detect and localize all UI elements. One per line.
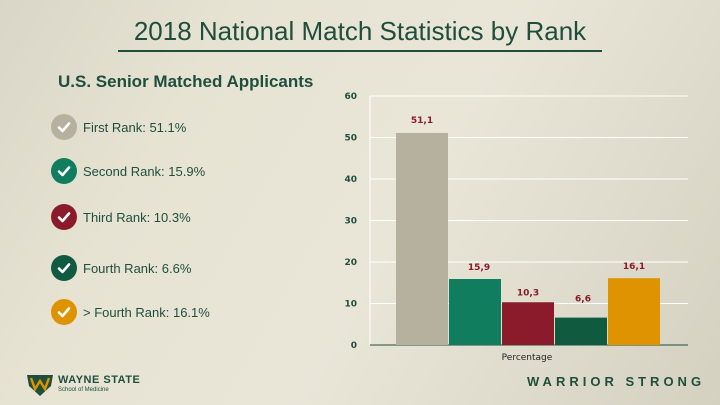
logo-name: WAYNE STATE	[58, 374, 141, 386]
x-axis-label: Percentage	[502, 353, 553, 363]
bar	[396, 132, 448, 345]
check-icon	[51, 255, 77, 281]
data-label: 6,6	[575, 295, 591, 305]
legend-label: Fourth Rank: 6.6%	[83, 260, 192, 276]
check-icon	[51, 299, 77, 325]
check-icon	[51, 204, 77, 230]
legend-item: > Fourth Rank: 16.1%	[51, 299, 210, 325]
subtitle: U.S. Senior Matched Applicants	[58, 72, 314, 91]
y-tick-label: 50	[344, 134, 357, 144]
y-tick-label: 0	[351, 341, 357, 351]
data-label: 10,3	[517, 288, 539, 298]
legend-label: Second Rank: 15.9%	[83, 163, 206, 179]
title-underline	[118, 50, 602, 52]
y-tick-label: 30	[344, 217, 357, 227]
logo-subtitle: School of Medicine	[58, 387, 109, 393]
bar	[502, 302, 554, 345]
legend-label: Third Rank: 10.3%	[83, 209, 191, 225]
y-tick-label: 40	[344, 175, 357, 185]
legend-item: Second Rank: 15.9%	[51, 158, 205, 184]
tagline: WARRIOR STRONG	[527, 374, 706, 389]
page-title: 2018 National Match Statistics by Rank	[133, 16, 587, 46]
y-tick-label: 20	[344, 258, 357, 268]
legend-item: First Rank: 51.1%	[51, 114, 186, 140]
bar	[555, 317, 607, 345]
y-tick-label: 60	[344, 92, 357, 102]
bar	[608, 278, 660, 345]
legend-label: > Fourth Rank: 16.1%	[83, 304, 210, 320]
wayne-state-logo: WAYNE STATE School of Medicine	[26, 372, 140, 396]
bar	[449, 279, 501, 345]
data-label: 51,1	[411, 116, 433, 126]
legend-item: Fourth Rank: 6.6%	[51, 255, 191, 281]
shield-logo-icon	[27, 375, 53, 396]
y-tick-label: 10	[344, 300, 357, 310]
check-icon	[51, 158, 77, 184]
data-label: 16,1	[623, 262, 645, 272]
legend-label: First Rank: 51.1%	[83, 119, 187, 135]
check-icon	[51, 114, 77, 140]
legend-item: Third Rank: 10.3%	[51, 204, 191, 230]
data-label: 15,9	[468, 263, 490, 273]
